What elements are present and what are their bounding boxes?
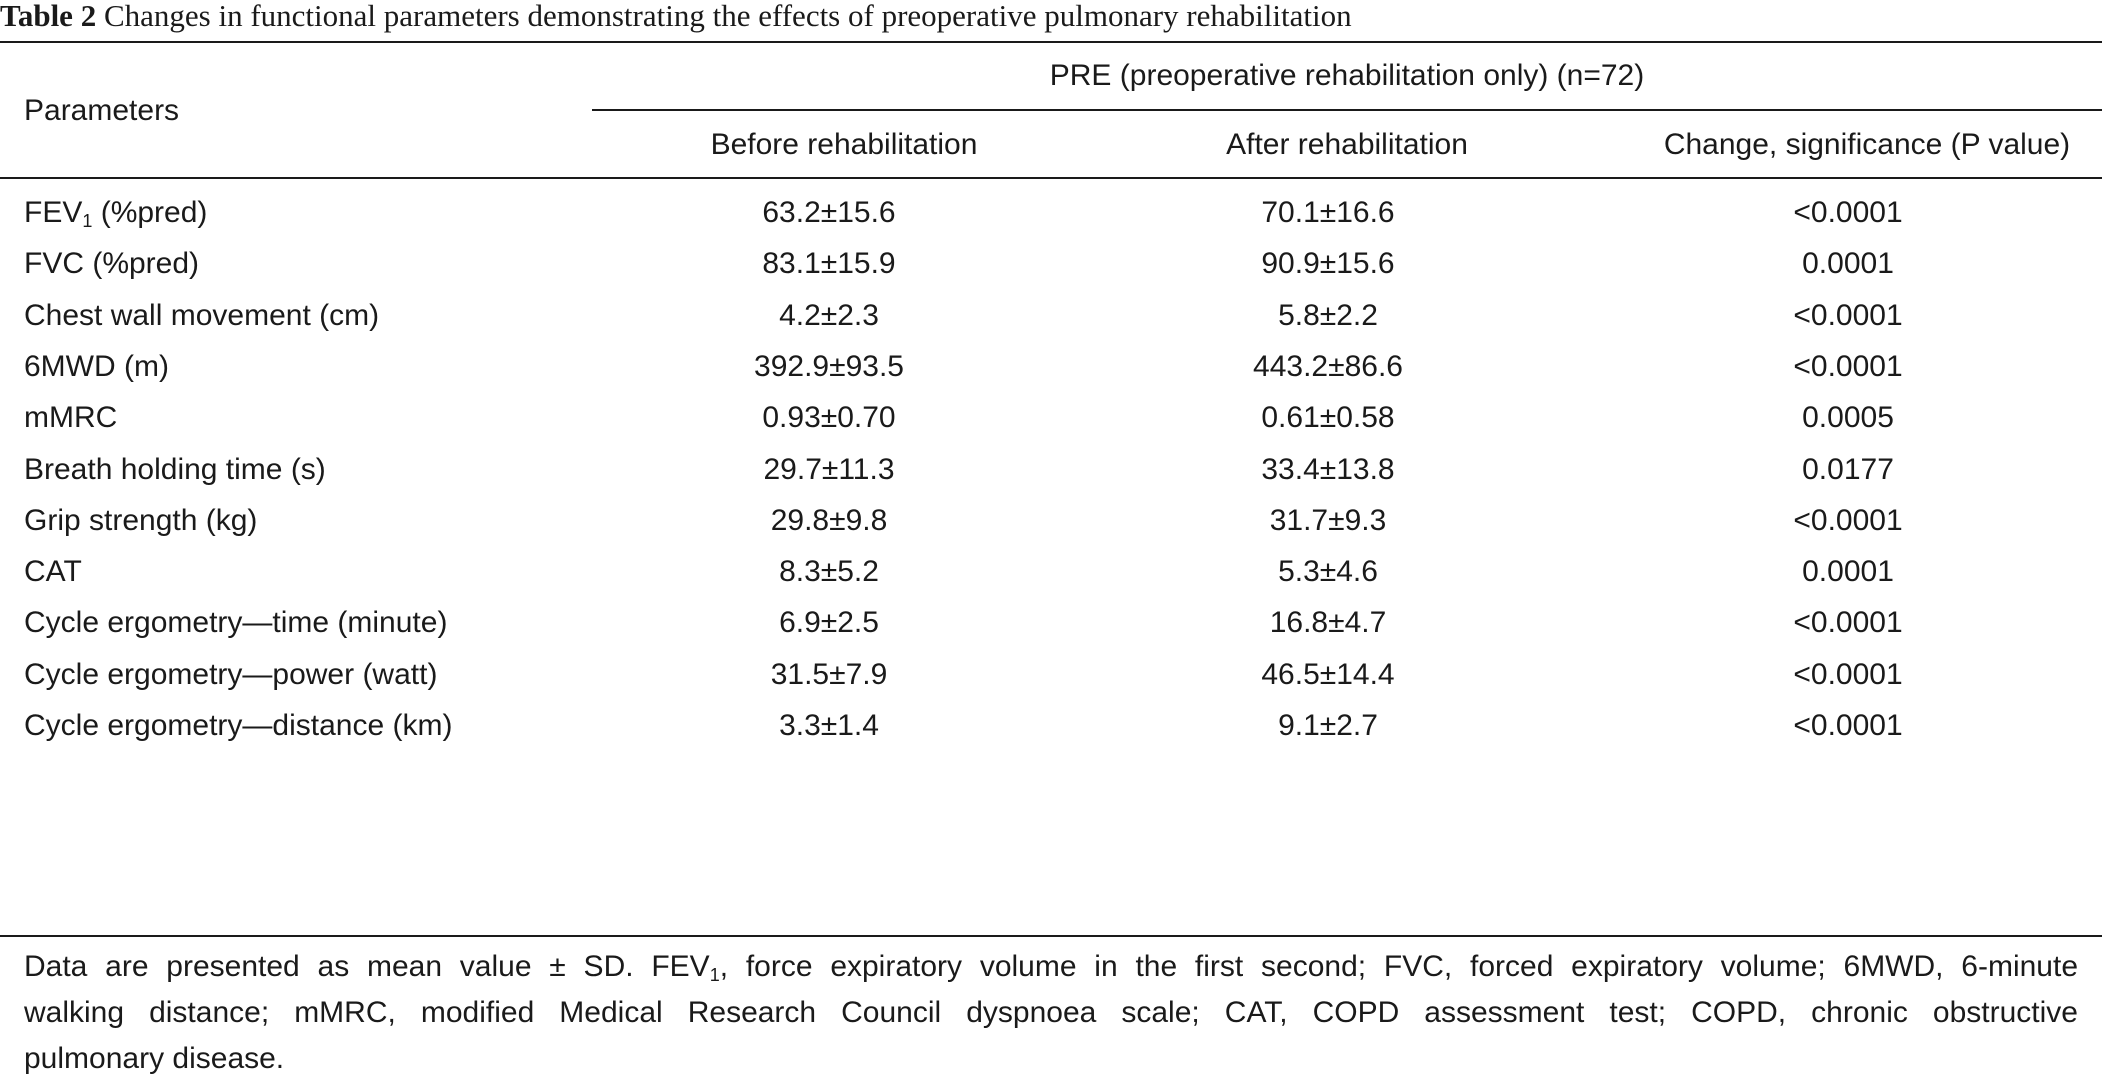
table-bottom-rule <box>0 935 2102 937</box>
row-9-parameter-main: Cycle ergometry—time (minute) <box>24 606 448 639</box>
table-caption-label: Table 2 <box>0 0 97 33</box>
row-9-after: 16.8±4.7 <box>1269 606 1387 639</box>
row-1-parameter-main: FEV <box>24 196 83 229</box>
row-8-parameter: CAT <box>24 554 82 590</box>
row-8-change: 0.0001 <box>1802 555 1894 588</box>
footnote-line-3: pulmonary disease. <box>24 1042 285 1075</box>
row-2-change: 0.0001 <box>1802 247 1894 280</box>
header-before: Before rehabilitation <box>710 128 978 161</box>
row-6-parameter: Breath holding time (s) <box>24 452 326 488</box>
row-2-before: 83.1±15.9 <box>762 247 896 280</box>
row-6-parameter-main: Breath holding time (s) <box>24 453 326 486</box>
footnote-line-2: walking distance; mMRC, modified Medical… <box>24 996 2078 1029</box>
row-11-change: <0.0001 <box>1793 709 1903 742</box>
footnote-line-1-a: Data are presented as mean value ± SD. F… <box>24 950 710 983</box>
row-1-parameter-sub: 1 <box>82 211 93 231</box>
footnote-line-1-b: , force expiratory volume in the first s… <box>719 950 2079 983</box>
row-7-after: 31.7±9.3 <box>1269 504 1387 537</box>
header-group-rule <box>592 109 2102 111</box>
row-3-after: 5.8±2.2 <box>1278 299 1378 332</box>
row-5-change: 0.0005 <box>1802 401 1894 434</box>
row-4-change: <0.0001 <box>1793 350 1903 383</box>
row-7-parameter: Grip strength (kg) <box>24 503 257 539</box>
row-1-before: 63.2±15.6 <box>762 196 896 229</box>
row-10-parameter: Cycle ergometry—power (watt) <box>24 657 437 693</box>
header-group-pre: PRE (preoperative rehabilitation only) (… <box>1049 59 1645 92</box>
row-3-parameter: Chest wall movement (cm) <box>24 298 379 334</box>
row-6-after: 33.4±13.8 <box>1261 453 1395 486</box>
row-11-before: 3.3±1.4 <box>779 709 879 742</box>
row-2-parameter: FVC (%pred) <box>24 246 199 282</box>
row-6-before: 29.7±11.3 <box>763 453 895 486</box>
row-7-change: <0.0001 <box>1793 504 1903 537</box>
row-3-parameter-main: Chest wall movement (cm) <box>24 299 380 332</box>
row-7-before: 29.8±9.8 <box>770 504 888 537</box>
row-8-after: 5.3±4.6 <box>1278 555 1378 588</box>
row-2-after: 90.9±15.6 <box>1261 247 1395 280</box>
row-1-parameter: FEV1 (%pred) <box>24 195 207 231</box>
table-footnote: Data are presented as mean value ± SD. F… <box>24 944 2078 1082</box>
row-5-after: 0.61±0.58 <box>1261 401 1395 434</box>
row-3-change: <0.0001 <box>1793 299 1903 332</box>
row-11-after: 9.1±2.7 <box>1278 709 1378 742</box>
row-10-before: 31.5±7.9 <box>770 658 888 691</box>
footnote-line-1: Data are presented as mean value ± SD. F… <box>24 944 2078 990</box>
table-header-rule <box>0 177 2102 179</box>
row-3-before: 4.2±2.3 <box>779 299 879 332</box>
row-2-parameter-main: FVC (%pred) <box>24 247 200 280</box>
row-1-parameter-tail: (%pred) <box>92 196 208 229</box>
row-8-parameter-main: CAT <box>24 555 82 588</box>
row-4-before: 392.9±93.5 <box>754 350 904 383</box>
row-7-parameter-main: Grip strength (kg) <box>24 504 258 537</box>
header-change: Change, significance (P value) <box>1663 128 2071 161</box>
row-10-parameter-main: Cycle ergometry—power (watt) <box>24 658 438 691</box>
header-after: After rehabilitation <box>1226 128 1468 161</box>
row-1-after: 70.1±16.6 <box>1261 196 1395 229</box>
row-8-before: 8.3±5.2 <box>779 555 879 588</box>
footnote-line-1-sub: 1 <box>709 965 720 985</box>
row-11-parameter: Cycle ergometry—distance (km) <box>24 708 452 744</box>
table-top-rule <box>0 41 2102 43</box>
table-caption-text: Changes in functional parameters demonst… <box>103 0 1352 33</box>
row-5-parameter-main: mMRC <box>24 401 118 434</box>
row-5-before: 0.93±0.70 <box>762 401 896 434</box>
row-11-parameter-main: Cycle ergometry—distance (km) <box>24 709 453 742</box>
row-6-change: 0.0177 <box>1802 453 1894 486</box>
row-5-parameter: mMRC <box>24 400 117 436</box>
row-4-after: 443.2±86.6 <box>1253 350 1403 383</box>
row-4-parameter: 6MWD (m) <box>24 349 169 385</box>
header-parameters: Parameters <box>24 94 180 127</box>
row-10-after: 46.5±14.4 <box>1261 658 1395 691</box>
row-9-before: 6.9±2.5 <box>779 606 879 639</box>
table-caption: Table 2 Changes in functional parameters… <box>0 0 1352 36</box>
row-9-change: <0.0001 <box>1793 606 1903 639</box>
row-4-parameter-main: 6MWD (m) <box>24 350 169 383</box>
row-10-change: <0.0001 <box>1793 658 1903 691</box>
row-9-parameter: Cycle ergometry—time (minute) <box>24 605 447 641</box>
row-1-change: <0.0001 <box>1793 196 1903 229</box>
